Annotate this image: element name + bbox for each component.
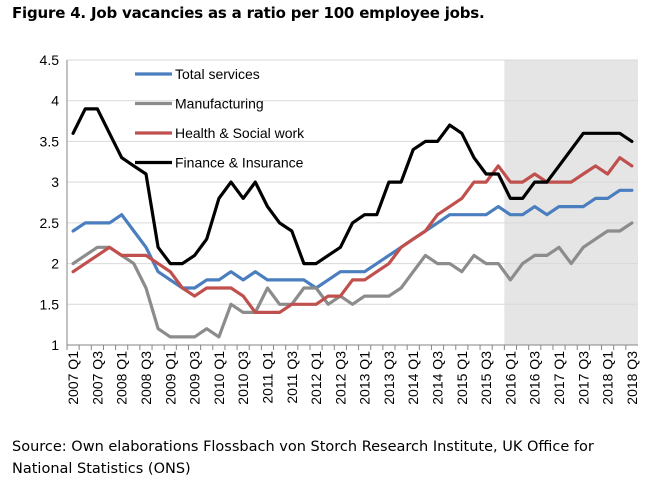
x-tick-label: 2010 Q3 <box>235 351 251 405</box>
y-tick-label: 3 <box>51 174 59 190</box>
y-tick-label: 2.5 <box>40 215 60 231</box>
legend-label: Manufacturing <box>175 96 264 112</box>
x-tick-label: 2014 Q3 <box>430 351 446 405</box>
x-tick-label: 2007 Q1 <box>65 351 81 405</box>
x-tick-label: 2013 Q3 <box>381 351 397 405</box>
x-tick-label: 2013 Q1 <box>357 351 373 405</box>
y-tick-label: 4.5 <box>40 52 60 68</box>
series-line-finance-insurance <box>71 107 634 266</box>
x-tick-label: 2007 Q3 <box>89 351 105 405</box>
x-tick-label: 2016 Q3 <box>527 351 543 405</box>
axes <box>66 60 638 346</box>
x-tick-label: 2008 Q3 <box>138 351 154 405</box>
legend: Total services Manufacturing Health & Soci… <box>135 66 305 171</box>
y-tick-label: 3.5 <box>40 133 60 149</box>
series-line-manufacturing <box>71 221 634 339</box>
x-tick-label: 2011 Q3 <box>284 351 300 404</box>
x-tick-label: 2018 Q3 <box>624 351 640 405</box>
x-tick-label: 2017 Q3 <box>575 351 591 405</box>
x-tick-label: 2014 Q1 <box>405 351 421 405</box>
x-tick-label: 2012 Q1 <box>308 351 324 405</box>
x-tick-label: 2011 Q1 <box>259 351 275 404</box>
line-chart: 4.543.532.521.51 2007 Q1 2007 Q3 2008 Q1 20… <box>40 52 640 405</box>
series-lines <box>71 107 634 339</box>
x-tick-label: 2012 Q3 <box>332 351 348 405</box>
y-tick-label: 2 <box>51 256 59 272</box>
y-tick-label: 4 <box>51 93 59 109</box>
legend-label: Health & Social work <box>175 125 305 141</box>
x-tick-label: 2015 Q3 <box>478 351 494 405</box>
x-tick-label: 2010 Q1 <box>211 351 227 405</box>
series-line-total-services <box>71 188 634 290</box>
y-tick-label: 1 <box>51 337 59 353</box>
x-tick-label: 2009 Q1 <box>162 351 178 405</box>
x-axis-ticks: 2007 Q1 2007 Q3 2008 Q1 2008 Q3 2009 Q1 2009 … <box>65 345 640 405</box>
legend-label: Total services <box>175 66 260 82</box>
x-tick-label: 2008 Q1 <box>114 351 130 405</box>
figure-title: Figure 4. Job vacancies as a ratio per 1… <box>12 4 485 22</box>
y-axis-ticks: 4.5 4 3.5 3 2.5 2 1.5 1 <box>40 52 60 353</box>
x-tick-label: 2016 Q1 <box>502 351 518 405</box>
legend-label: Finance & Insurance <box>175 155 304 171</box>
y-tick-label: 1.5 <box>40 296 60 312</box>
source-note: Source: Own elaborations Flossbach von S… <box>12 439 594 477</box>
x-tick-label: 2017 Q1 <box>551 351 567 405</box>
forecast-shaded-region <box>504 60 638 345</box>
series-line-health-social-work <box>71 156 634 314</box>
x-tick-label: 2018 Q1 <box>600 351 616 405</box>
x-tick-label: 2015 Q1 <box>454 351 470 405</box>
x-tick-label: 2009 Q3 <box>187 351 203 405</box>
